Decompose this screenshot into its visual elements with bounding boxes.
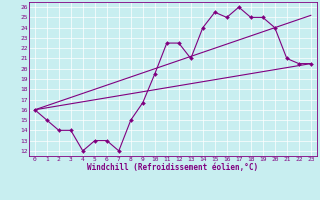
X-axis label: Windchill (Refroidissement éolien,°C): Windchill (Refroidissement éolien,°C) (87, 163, 258, 172)
